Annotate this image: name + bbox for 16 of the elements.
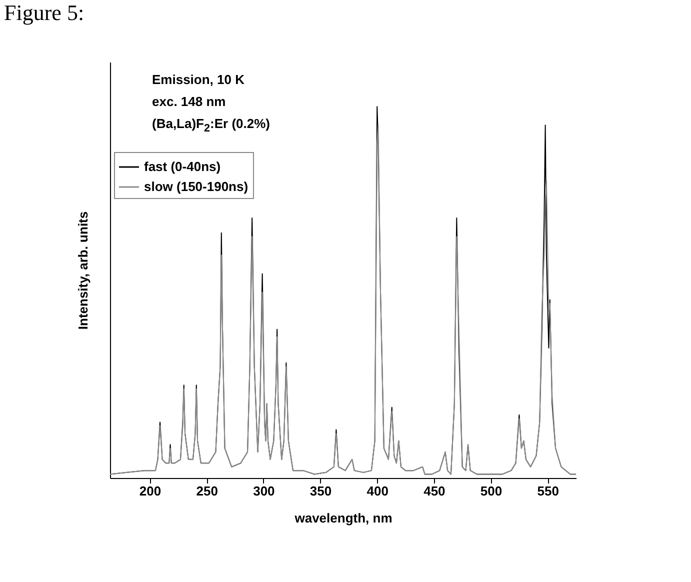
text: Emission, 10 K (152, 72, 244, 87)
x-axis-title: wavelength, nm (294, 510, 392, 526)
x-tick-label: 350 (310, 484, 332, 498)
x-tick-label: 450 (424, 484, 446, 498)
x-tick-label: 500 (480, 484, 502, 498)
x-tick-label: 250 (196, 484, 218, 498)
x-tick-label: 400 (366, 484, 388, 498)
annotation: exc. 148 nm (152, 94, 226, 109)
x-tick-label: 200 (139, 484, 162, 498)
x-tick-label: 300 (253, 484, 275, 498)
x-tick-label: 550 (537, 484, 559, 498)
legend-label: slow (150-190ns) (144, 179, 248, 194)
annotation: (Ba,La)F$_{2}$:Er (0.2%) (152, 116, 270, 135)
y-axis-title: Intensity, arb. units (76, 211, 90, 330)
legend-label: fast (0-40ns) (144, 159, 221, 174)
chart-title: Figure 5: (4, 0, 84, 26)
